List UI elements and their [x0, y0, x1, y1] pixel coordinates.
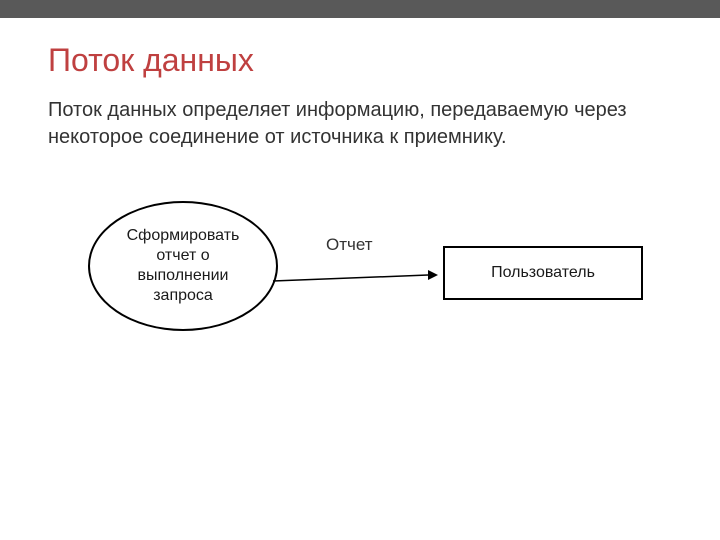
data-flow-diagram: Сформироватьотчет овыполнениизапроса Пол…: [48, 191, 672, 411]
slide-title: Поток данных: [48, 42, 672, 79]
slide-content: Поток данных Поток данных определяет инф…: [0, 18, 720, 411]
user-node: Пользователь: [443, 246, 643, 300]
slide-description: Поток данных определяет информацию, пере…: [48, 97, 672, 151]
top-accent-bar: [0, 0, 720, 18]
arrow-icon: [271, 263, 450, 293]
process-node-label: Сформироватьотчет овыполнениизапроса: [119, 218, 248, 314]
process-node: Сформироватьотчет овыполнениизапроса: [88, 201, 278, 331]
user-node-label: Пользователь: [491, 264, 595, 282]
edge-label: Отчет: [326, 235, 373, 255]
